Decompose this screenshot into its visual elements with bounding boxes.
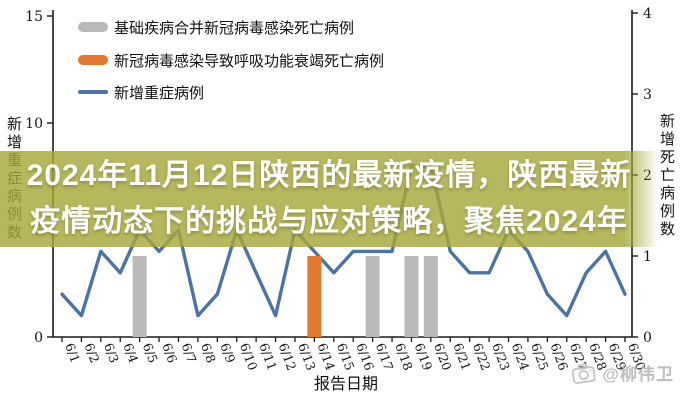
death-case-bar — [132, 256, 147, 337]
x-tick-label: 6/5 — [140, 341, 161, 365]
plot-area: 051015012346/16/26/36/46/56/66/76/86/96/… — [25, 6, 652, 372]
headline-line2: 疫情动态下的挑战与应对策略，聚焦2024年 — [30, 205, 628, 238]
left-axis-tick-label: 15 — [25, 9, 43, 25]
right-axis-tick-label: 4 — [643, 6, 652, 22]
right-axis-tick-label: 3 — [643, 87, 652, 103]
legend-label-respiratory-failure-deaths: 新冠病毒感染导致呼吸功能衰竭死亡病例 — [114, 52, 384, 70]
x-tick-label: 6/3 — [101, 341, 122, 365]
right-axis-tick-label: 1 — [643, 249, 652, 265]
x-tick-label: 6/6 — [159, 341, 180, 365]
left-axis-tick-label: 10 — [25, 116, 43, 132]
watermark-handle: @柳伟卫 — [602, 365, 674, 384]
legend-swatch-severe-cases-line — [78, 90, 108, 94]
watermark: @柳伟卫 — [571, 360, 674, 385]
legend-label-severe-cases: 新增重症病例 — [114, 84, 204, 102]
death-case-bar — [365, 256, 380, 337]
legend-swatch-respiratory-failure-bar — [78, 55, 108, 65]
severe-cases-line — [60, 164, 627, 318]
x-tick-label: 6/8 — [198, 341, 219, 365]
x-tick-label: 6/9 — [217, 341, 238, 365]
legend-swatch-underlying-disease-bar — [78, 22, 108, 32]
x-tick-label: 6/2 — [82, 341, 103, 365]
left-axis-tick-label: 0 — [34, 330, 43, 346]
weibo-camera-icon — [572, 362, 597, 384]
death-case-bar — [307, 256, 322, 337]
right-axis-title: 新增死亡病例数 — [658, 113, 676, 239]
x-tick-label: 6/4 — [120, 341, 141, 365]
x-tick-label: 6/1 — [62, 341, 83, 365]
headline-banner: 2024年11月12日陕西的最新疫情，陕西最新 疫情动态下的挑战与应对策略，聚焦… — [0, 151, 658, 247]
x-tick-label: 6/7 — [179, 341, 200, 365]
headline-line1: 2024年11月12日陕西的最新疫情，陕西最新 — [26, 159, 632, 192]
right-axis-tick-label: 0 — [643, 330, 652, 346]
x-axis-title: 报告日期 — [314, 374, 378, 393]
death-case-bar — [423, 256, 438, 337]
death-case-bar — [404, 256, 419, 337]
chart-legend: 基础疾病合并新冠病毒感染死亡病例 新冠病毒感染导致呼吸功能衰竭死亡病例 新增重症… — [78, 19, 384, 102]
legend-label-underlying-disease-deaths: 基础疾病合并新冠病毒感染死亡病例 — [114, 19, 354, 37]
